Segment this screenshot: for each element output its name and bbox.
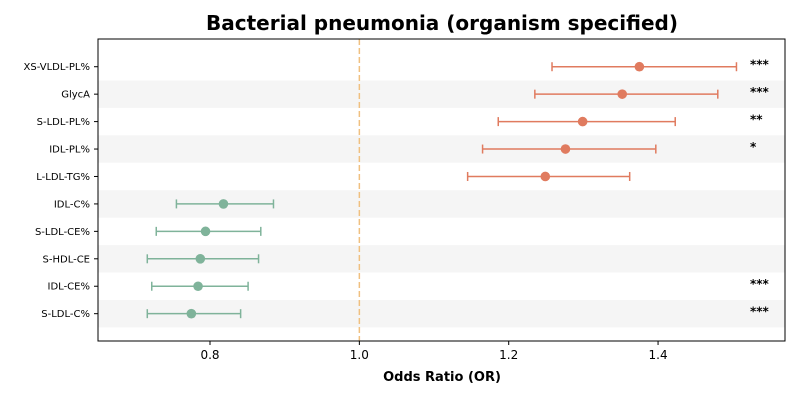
x-tick-label: 1.4 xyxy=(649,348,668,362)
data-row xyxy=(497,116,676,127)
data-row xyxy=(466,171,631,182)
x-tick-label: 0.8 xyxy=(200,348,219,362)
category-label: GlycA xyxy=(61,90,90,101)
or-point xyxy=(200,226,211,237)
category-label: L-LDL-TG% xyxy=(36,172,90,183)
category-label: S-HDL-CE xyxy=(43,254,90,265)
data-row xyxy=(151,281,249,292)
significance-labels: *************** xyxy=(750,58,770,319)
x-tick-label: 1.2 xyxy=(499,348,518,362)
plot-frame xyxy=(97,38,786,342)
data-row xyxy=(481,144,657,154)
or-point xyxy=(560,144,571,154)
category-label: S-LDL-CE% xyxy=(35,227,90,238)
category-label: XS-VLDL-PL% xyxy=(24,62,90,73)
data-row xyxy=(146,253,260,264)
significance-label: *** xyxy=(750,58,770,72)
or-point xyxy=(617,89,628,99)
data-row xyxy=(534,89,719,99)
category-label: IDL-PL% xyxy=(49,145,90,156)
significance-label: *** xyxy=(750,305,770,319)
or-point xyxy=(193,281,203,292)
or-point xyxy=(195,253,206,264)
row-band xyxy=(98,135,785,163)
x-axis-label: Odds Ratio (OR) xyxy=(383,370,501,385)
or-point xyxy=(218,199,229,209)
data-row xyxy=(551,61,738,72)
category-label: S-LDL-PL% xyxy=(37,117,90,128)
chart-title: Bacterial pneumonia (organism specified) xyxy=(206,11,678,35)
significance-label: *** xyxy=(750,277,770,291)
category-labels: XS-VLDL-PL% GlycA S-LDL-PL% IDL-PL% L-LDL-TG… xyxy=(24,62,98,320)
x-tick-label: 1.0 xyxy=(350,348,369,362)
category-label: S-LDL-C% xyxy=(41,309,90,320)
x-axis: 0.8 1.0 1.2 1.4 xyxy=(200,341,668,362)
significance-label: * xyxy=(750,140,757,154)
data-row xyxy=(155,226,262,237)
significance-label: *** xyxy=(750,85,770,99)
data-row xyxy=(146,308,242,319)
data-marks xyxy=(146,61,738,319)
or-point xyxy=(577,116,588,127)
category-label: IDL-C% xyxy=(54,199,90,210)
or-point xyxy=(634,61,645,72)
or-point xyxy=(540,171,551,182)
significance-label: ** xyxy=(750,113,763,127)
category-label: IDL-CE% xyxy=(48,282,90,293)
or-point xyxy=(186,308,197,319)
data-row xyxy=(175,199,275,209)
